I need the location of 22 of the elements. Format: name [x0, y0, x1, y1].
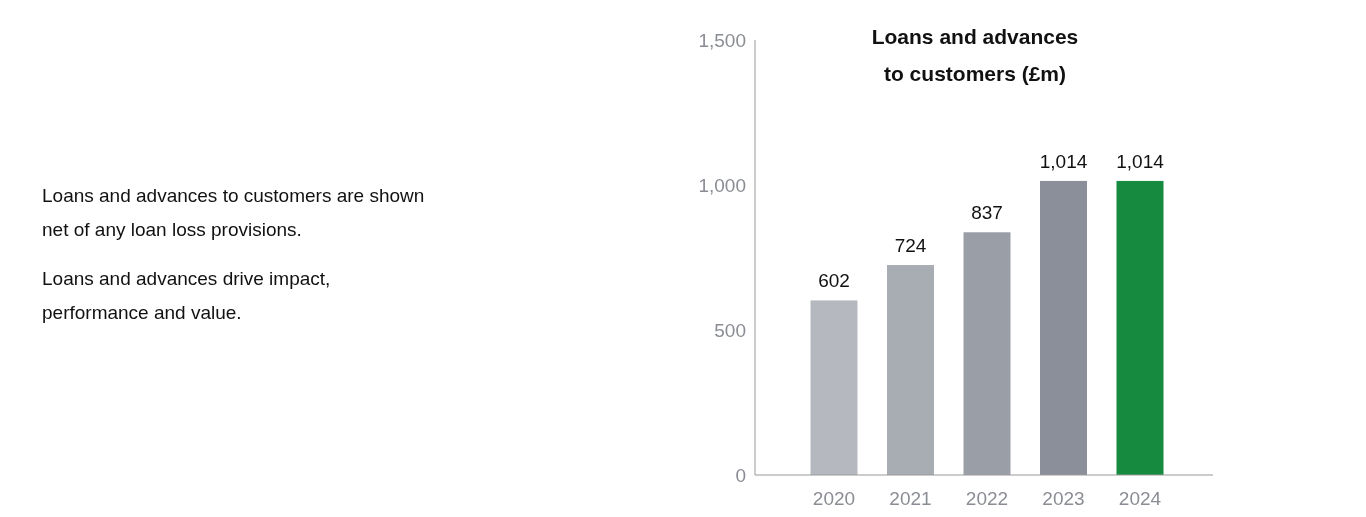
y-tick-label: 0: [735, 465, 746, 486]
bar: [963, 232, 1011, 475]
data-label: 837: [971, 202, 1003, 224]
data-label: 1,014: [1116, 150, 1165, 172]
y-tick-label: 500: [714, 320, 746, 341]
bar: [1116, 180, 1164, 475]
y-tick-label: 1,000: [698, 175, 746, 196]
y-tick-label: 1,500: [698, 30, 746, 51]
text: Loans and advances drive impact, performance and value.: [42, 268, 331, 323]
bar: [1040, 180, 1087, 475]
x-tick-label: 2021: [889, 488, 932, 509]
data-label: 1,014: [1039, 150, 1088, 172]
chart-title: Loans and advances to customers (£m): [871, 25, 1079, 85]
x-tick-label: 2023: [1042, 488, 1085, 509]
text: Loans and advances to customers are shown net of any loan loss provisions.: [42, 185, 425, 240]
bar: [887, 265, 934, 475]
data-label: 724: [894, 235, 927, 257]
bar: [810, 300, 858, 475]
data-label: 602: [818, 270, 850, 292]
x-tick-label: 2024: [1118, 488, 1162, 509]
x-tick-label: 2020: [812, 488, 856, 509]
x-tick-label: 2022: [965, 488, 1009, 509]
